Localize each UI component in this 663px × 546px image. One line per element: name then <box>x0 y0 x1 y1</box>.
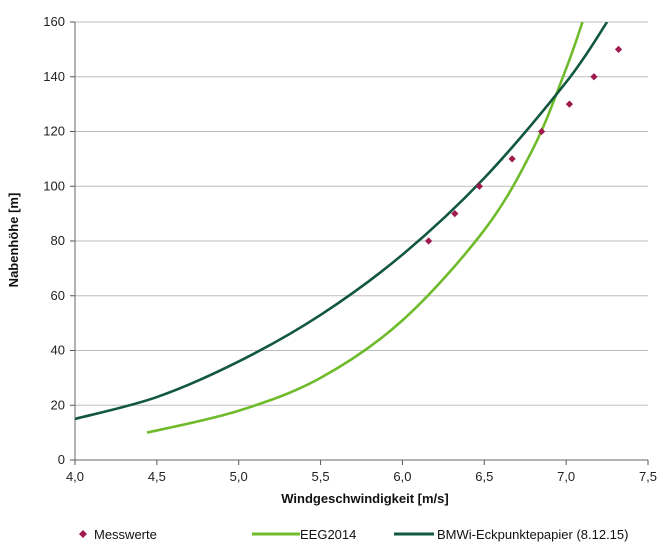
data-point-messwerte <box>590 73 598 81</box>
series-line-bmwi-eckpunktepapier-8-12-15 <box>75 22 609 421</box>
data-point-messwerte <box>425 237 433 245</box>
x-axis-title: Windgeschwindigkeit [m/s] <box>281 491 448 506</box>
legend-item-messwerte: Messwerte <box>79 527 157 542</box>
x-tick-label: 4,0 <box>66 469 84 484</box>
y-tick-label: 140 <box>43 69 65 84</box>
data-point-messwerte <box>537 127 546 136</box>
legend-label: EEG2014 <box>300 527 356 542</box>
y-tick-label: 40 <box>51 343 65 358</box>
x-tick-label: 6,0 <box>393 469 411 484</box>
y-tick-label: 100 <box>43 178 65 193</box>
grid-lines <box>75 21 648 406</box>
y-tick-label: 60 <box>51 288 65 303</box>
legend: Messwerte EEG2014 BMWi-Eckpunktepapier (… <box>79 527 628 542</box>
data-point-messwerte <box>451 210 459 218</box>
legend-label: BMWi-Eckpunktepapier (8.12.15) <box>437 527 628 542</box>
x-tick-label: 5,5 <box>312 469 330 484</box>
legend-label: Messwerte <box>94 527 157 542</box>
y-tick-label: 0 <box>58 452 65 467</box>
data-point-messwerte <box>508 155 516 163</box>
plot-series <box>75 22 623 434</box>
y-tick-label: 160 <box>43 14 65 29</box>
legend-item-eeg2014: EEG2014 <box>252 527 356 542</box>
y-tick-label: 20 <box>51 397 65 412</box>
y-axis-title: Nabenhöhe [m] <box>6 193 21 288</box>
y-tick-label: 80 <box>51 233 65 248</box>
axes <box>70 21 649 465</box>
legend-marker-diamond-icon <box>79 530 87 538</box>
y-tick-label: 120 <box>43 124 65 139</box>
x-tick-label: 4,5 <box>148 469 166 484</box>
legend-item-bmwi: BMWi-Eckpunktepapier (8.12.15) <box>394 527 628 542</box>
x-tick-label: 7,0 <box>557 469 575 484</box>
x-tick-label: 5,0 <box>230 469 248 484</box>
x-tick-label: 7,5 <box>639 469 657 484</box>
tick-labels: 0 20 40 60 80 100 120 140 160 4,0 4,5 5,0 5,5 6,0 6,5 7… <box>43 14 657 484</box>
data-point-messwerte <box>565 100 574 108</box>
data-point-messwerte <box>475 182 483 190</box>
x-tick-label: 6,5 <box>475 469 493 484</box>
data-point-messwerte <box>614 45 623 53</box>
series-line-eeg2014 <box>146 22 584 434</box>
